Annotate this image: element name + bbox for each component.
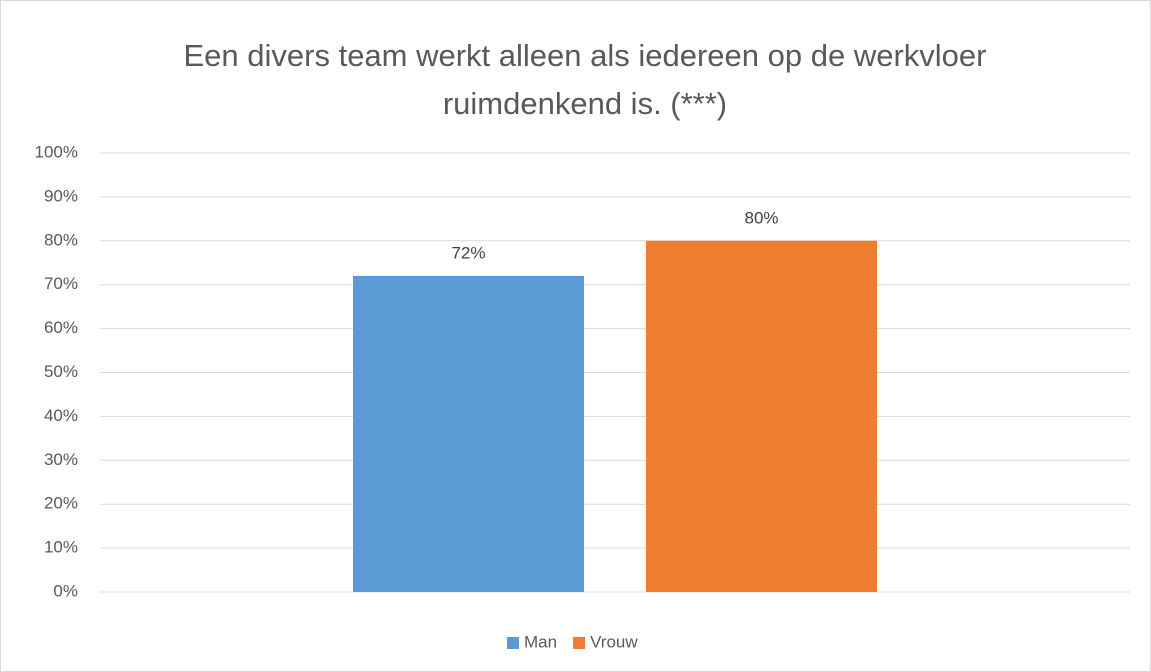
y-tick-label: 10% bbox=[44, 538, 78, 557]
bar bbox=[646, 240, 877, 593]
y-tick-label: 60% bbox=[44, 318, 78, 337]
chart-title: Een divers team werkt alleen als iederee… bbox=[183, 38, 987, 121]
y-tick-label: 30% bbox=[44, 450, 78, 469]
y-tick-label: 20% bbox=[44, 494, 78, 513]
y-tick-label: 40% bbox=[44, 406, 78, 425]
data-label: 72% bbox=[451, 243, 485, 262]
y-tick-label: 0% bbox=[53, 581, 78, 600]
legend-swatch bbox=[507, 637, 519, 649]
y-tick-label: 90% bbox=[44, 186, 78, 205]
y-tick-label: 50% bbox=[44, 362, 78, 381]
y-tick-label: 70% bbox=[44, 274, 78, 293]
legend-label: Vrouw bbox=[590, 632, 638, 651]
data-label: 80% bbox=[744, 208, 778, 227]
bar bbox=[353, 275, 584, 592]
legend-swatch bbox=[573, 637, 586, 649]
y-tick-label: 100% bbox=[35, 142, 78, 161]
legend-label: Man bbox=[524, 632, 557, 651]
y-tick-label: 80% bbox=[44, 230, 78, 249]
